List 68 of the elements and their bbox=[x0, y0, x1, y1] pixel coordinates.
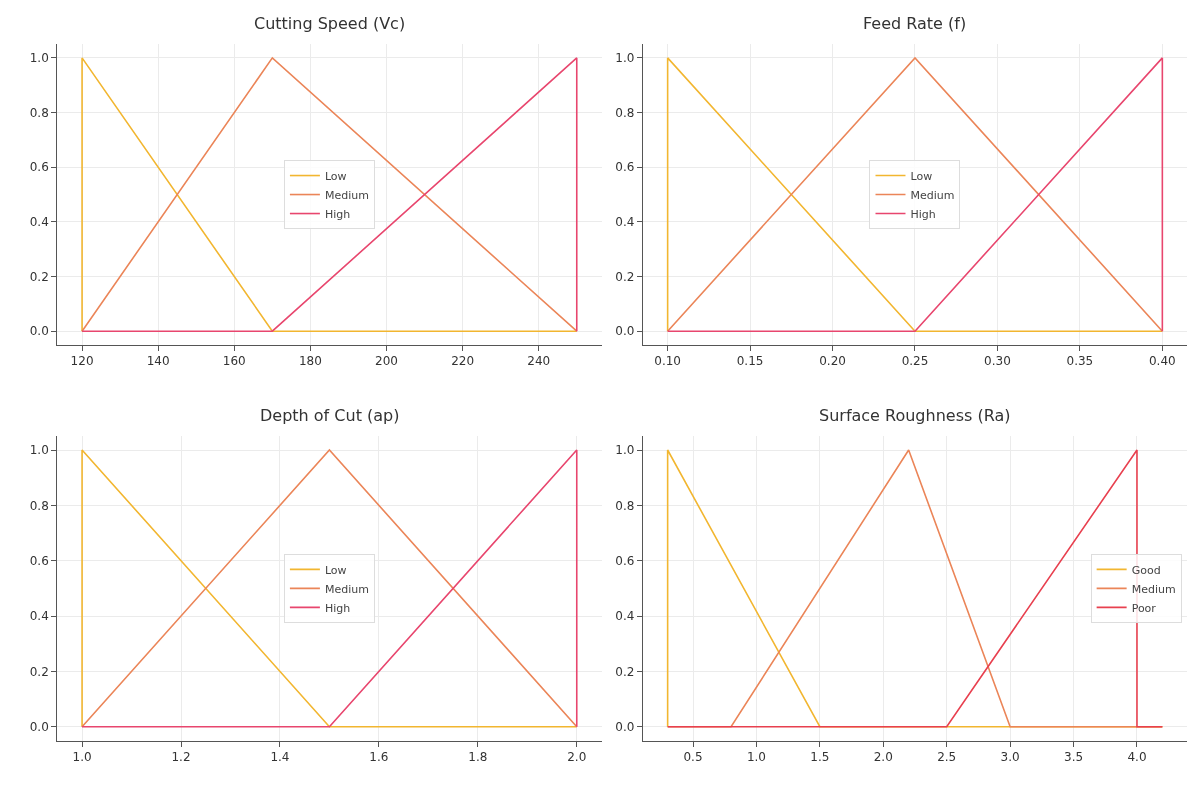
y-tick-label: 0.0 bbox=[615, 719, 635, 734]
x-tick-label: 160 bbox=[222, 354, 246, 369]
legend-label: Medium bbox=[324, 188, 369, 202]
x-tick-label: 120 bbox=[70, 354, 94, 369]
y-tick-label: 1.0 bbox=[615, 51, 635, 66]
x-tick-label: 4.0 bbox=[1127, 750, 1147, 765]
legend-label: Low bbox=[910, 169, 933, 183]
legend-label: High bbox=[324, 207, 351, 221]
x-tick-label: 220 bbox=[451, 354, 475, 369]
y-tick-label: 1.0 bbox=[615, 443, 635, 458]
y-tick-label: 0.0 bbox=[615, 324, 635, 339]
y-tick-label: 0.4 bbox=[29, 609, 49, 624]
legend-label: Medium bbox=[324, 582, 369, 596]
x-tick-label: 3.0 bbox=[1000, 750, 1020, 765]
y-tick-label: 0.2 bbox=[29, 664, 49, 679]
x-tick-label: 200 bbox=[375, 354, 398, 369]
y-tick-label: 1.0 bbox=[29, 51, 49, 66]
x-tick-label: 0.15 bbox=[736, 354, 764, 369]
y-tick-label: 0.8 bbox=[29, 498, 49, 513]
chart-title: Feed Rate (f) bbox=[863, 14, 967, 33]
x-tick-label: 0.20 bbox=[819, 354, 846, 369]
x-tick-label: 1.6 bbox=[369, 750, 389, 765]
chart-title: Depth of Cut (ap) bbox=[260, 406, 400, 425]
legend-label: Low bbox=[324, 169, 347, 183]
legend-label: Good bbox=[1131, 563, 1161, 577]
y-tick-label: 0.8 bbox=[615, 498, 635, 513]
chart-title: Surface Roughness (Ra) bbox=[819, 406, 1011, 425]
y-tick-label: 0.8 bbox=[615, 105, 635, 120]
x-tick-label: 0.30 bbox=[984, 354, 1011, 369]
x-tick-label: 2.0 bbox=[873, 750, 893, 765]
y-tick-label: 0.2 bbox=[29, 269, 49, 284]
x-tick-label: 0.40 bbox=[1148, 354, 1176, 369]
y-tick-label: 0.0 bbox=[29, 324, 49, 339]
x-tick-label: 1.0 bbox=[746, 750, 766, 765]
legend-label: High bbox=[324, 601, 351, 615]
legend-label: High bbox=[910, 207, 936, 221]
legend-label: Low bbox=[324, 563, 347, 577]
y-tick-label: 0.2 bbox=[615, 664, 635, 679]
legend-label: Medium bbox=[910, 188, 955, 202]
x-tick-label: 0.5 bbox=[683, 750, 703, 765]
x-tick-label: 180 bbox=[298, 354, 322, 369]
y-tick-label: 0.4 bbox=[29, 215, 49, 230]
legend-label: Medium bbox=[1131, 582, 1176, 596]
x-tick-label: 1.8 bbox=[468, 750, 488, 765]
y-tick-label: 0.6 bbox=[29, 160, 49, 175]
x-tick-label: 0.35 bbox=[1066, 354, 1094, 369]
y-tick-label: 0.6 bbox=[29, 553, 49, 568]
y-tick-label: 0.4 bbox=[615, 609, 635, 624]
x-tick-label: 0.25 bbox=[901, 354, 929, 369]
x-tick-label: 1.4 bbox=[270, 750, 290, 765]
chart-title: Cutting Speed (Vc) bbox=[254, 14, 406, 33]
x-tick-label: 1.0 bbox=[72, 750, 92, 765]
x-tick-label: 2.5 bbox=[937, 750, 957, 765]
x-tick-label: 0.10 bbox=[654, 354, 681, 369]
y-tick-label: 0.8 bbox=[29, 105, 49, 120]
x-tick-label: 1.5 bbox=[810, 750, 830, 765]
y-tick-label: 1.0 bbox=[29, 443, 49, 458]
y-tick-label: 0.6 bbox=[615, 553, 635, 568]
x-tick-label: 2.0 bbox=[567, 750, 587, 765]
y-tick-label: 0.0 bbox=[29, 719, 49, 734]
legend-label: Poor bbox=[1131, 601, 1157, 615]
x-tick-label: 3.5 bbox=[1064, 750, 1084, 765]
y-tick-label: 0.4 bbox=[615, 215, 635, 230]
x-tick-label: 240 bbox=[527, 354, 551, 369]
y-tick-label: 0.2 bbox=[615, 269, 635, 284]
x-tick-label: 140 bbox=[146, 354, 170, 369]
y-tick-label: 0.6 bbox=[615, 160, 635, 175]
x-tick-label: 1.2 bbox=[171, 750, 191, 765]
